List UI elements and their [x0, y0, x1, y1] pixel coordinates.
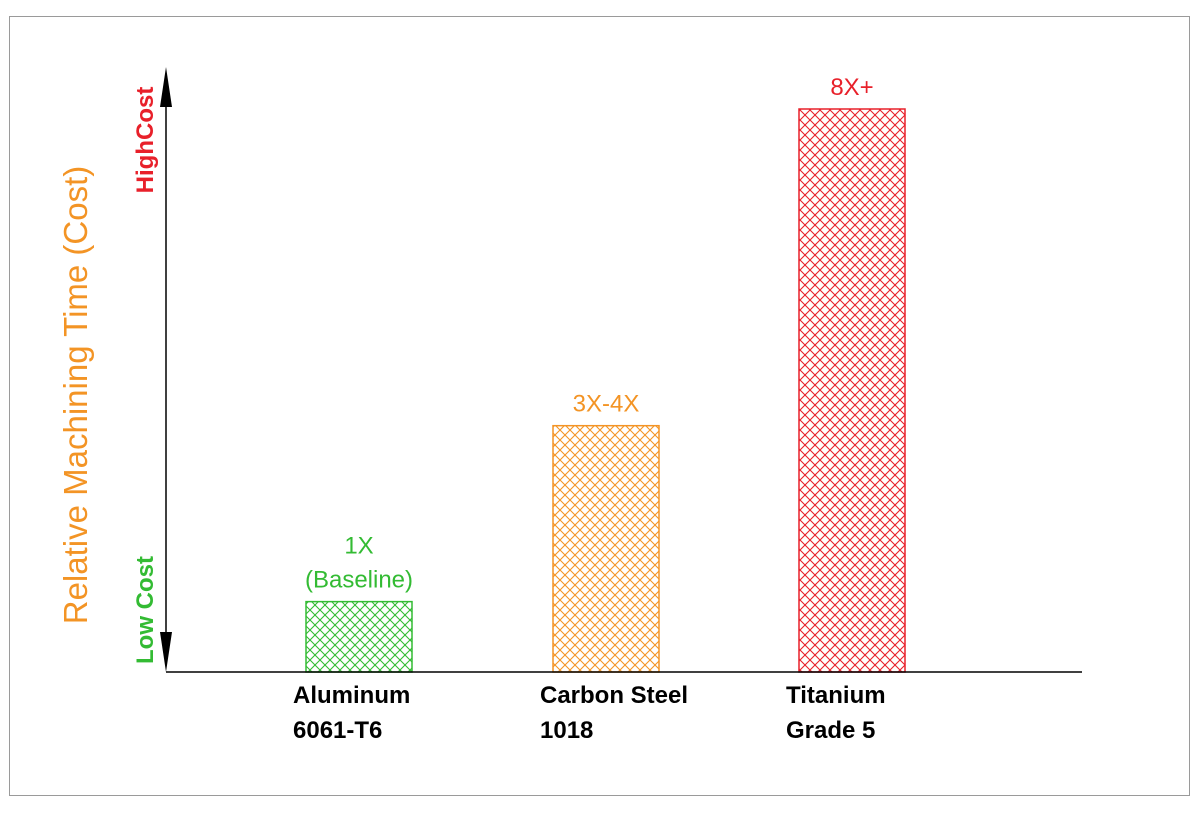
value-label: 1X	[344, 533, 373, 560]
category-label: 1018	[540, 717, 593, 744]
y-axis-high-label: HighCost	[132, 87, 159, 194]
category-label: Titanium	[786, 682, 886, 709]
y-axis-title: Relative Machining Time (Cost)	[57, 166, 94, 625]
value-label: (Baseline)	[305, 567, 413, 594]
category-label: 6061-T6	[293, 717, 382, 744]
y-axis-up-arrow	[160, 67, 172, 107]
category-label: Carbon Steel	[540, 682, 688, 709]
category-label: Grade 5	[786, 717, 875, 744]
bar	[552, 424, 660, 673]
y-axis-down-arrow	[160, 632, 172, 672]
chart-frame	[9, 16, 1190, 796]
bar	[798, 108, 906, 673]
y-axis-low-label: Low Cost	[132, 556, 159, 664]
category-label: Aluminum	[293, 682, 410, 709]
value-label: 8X+	[830, 74, 873, 101]
bar	[305, 600, 413, 673]
value-label: 3X-4X	[573, 391, 640, 418]
